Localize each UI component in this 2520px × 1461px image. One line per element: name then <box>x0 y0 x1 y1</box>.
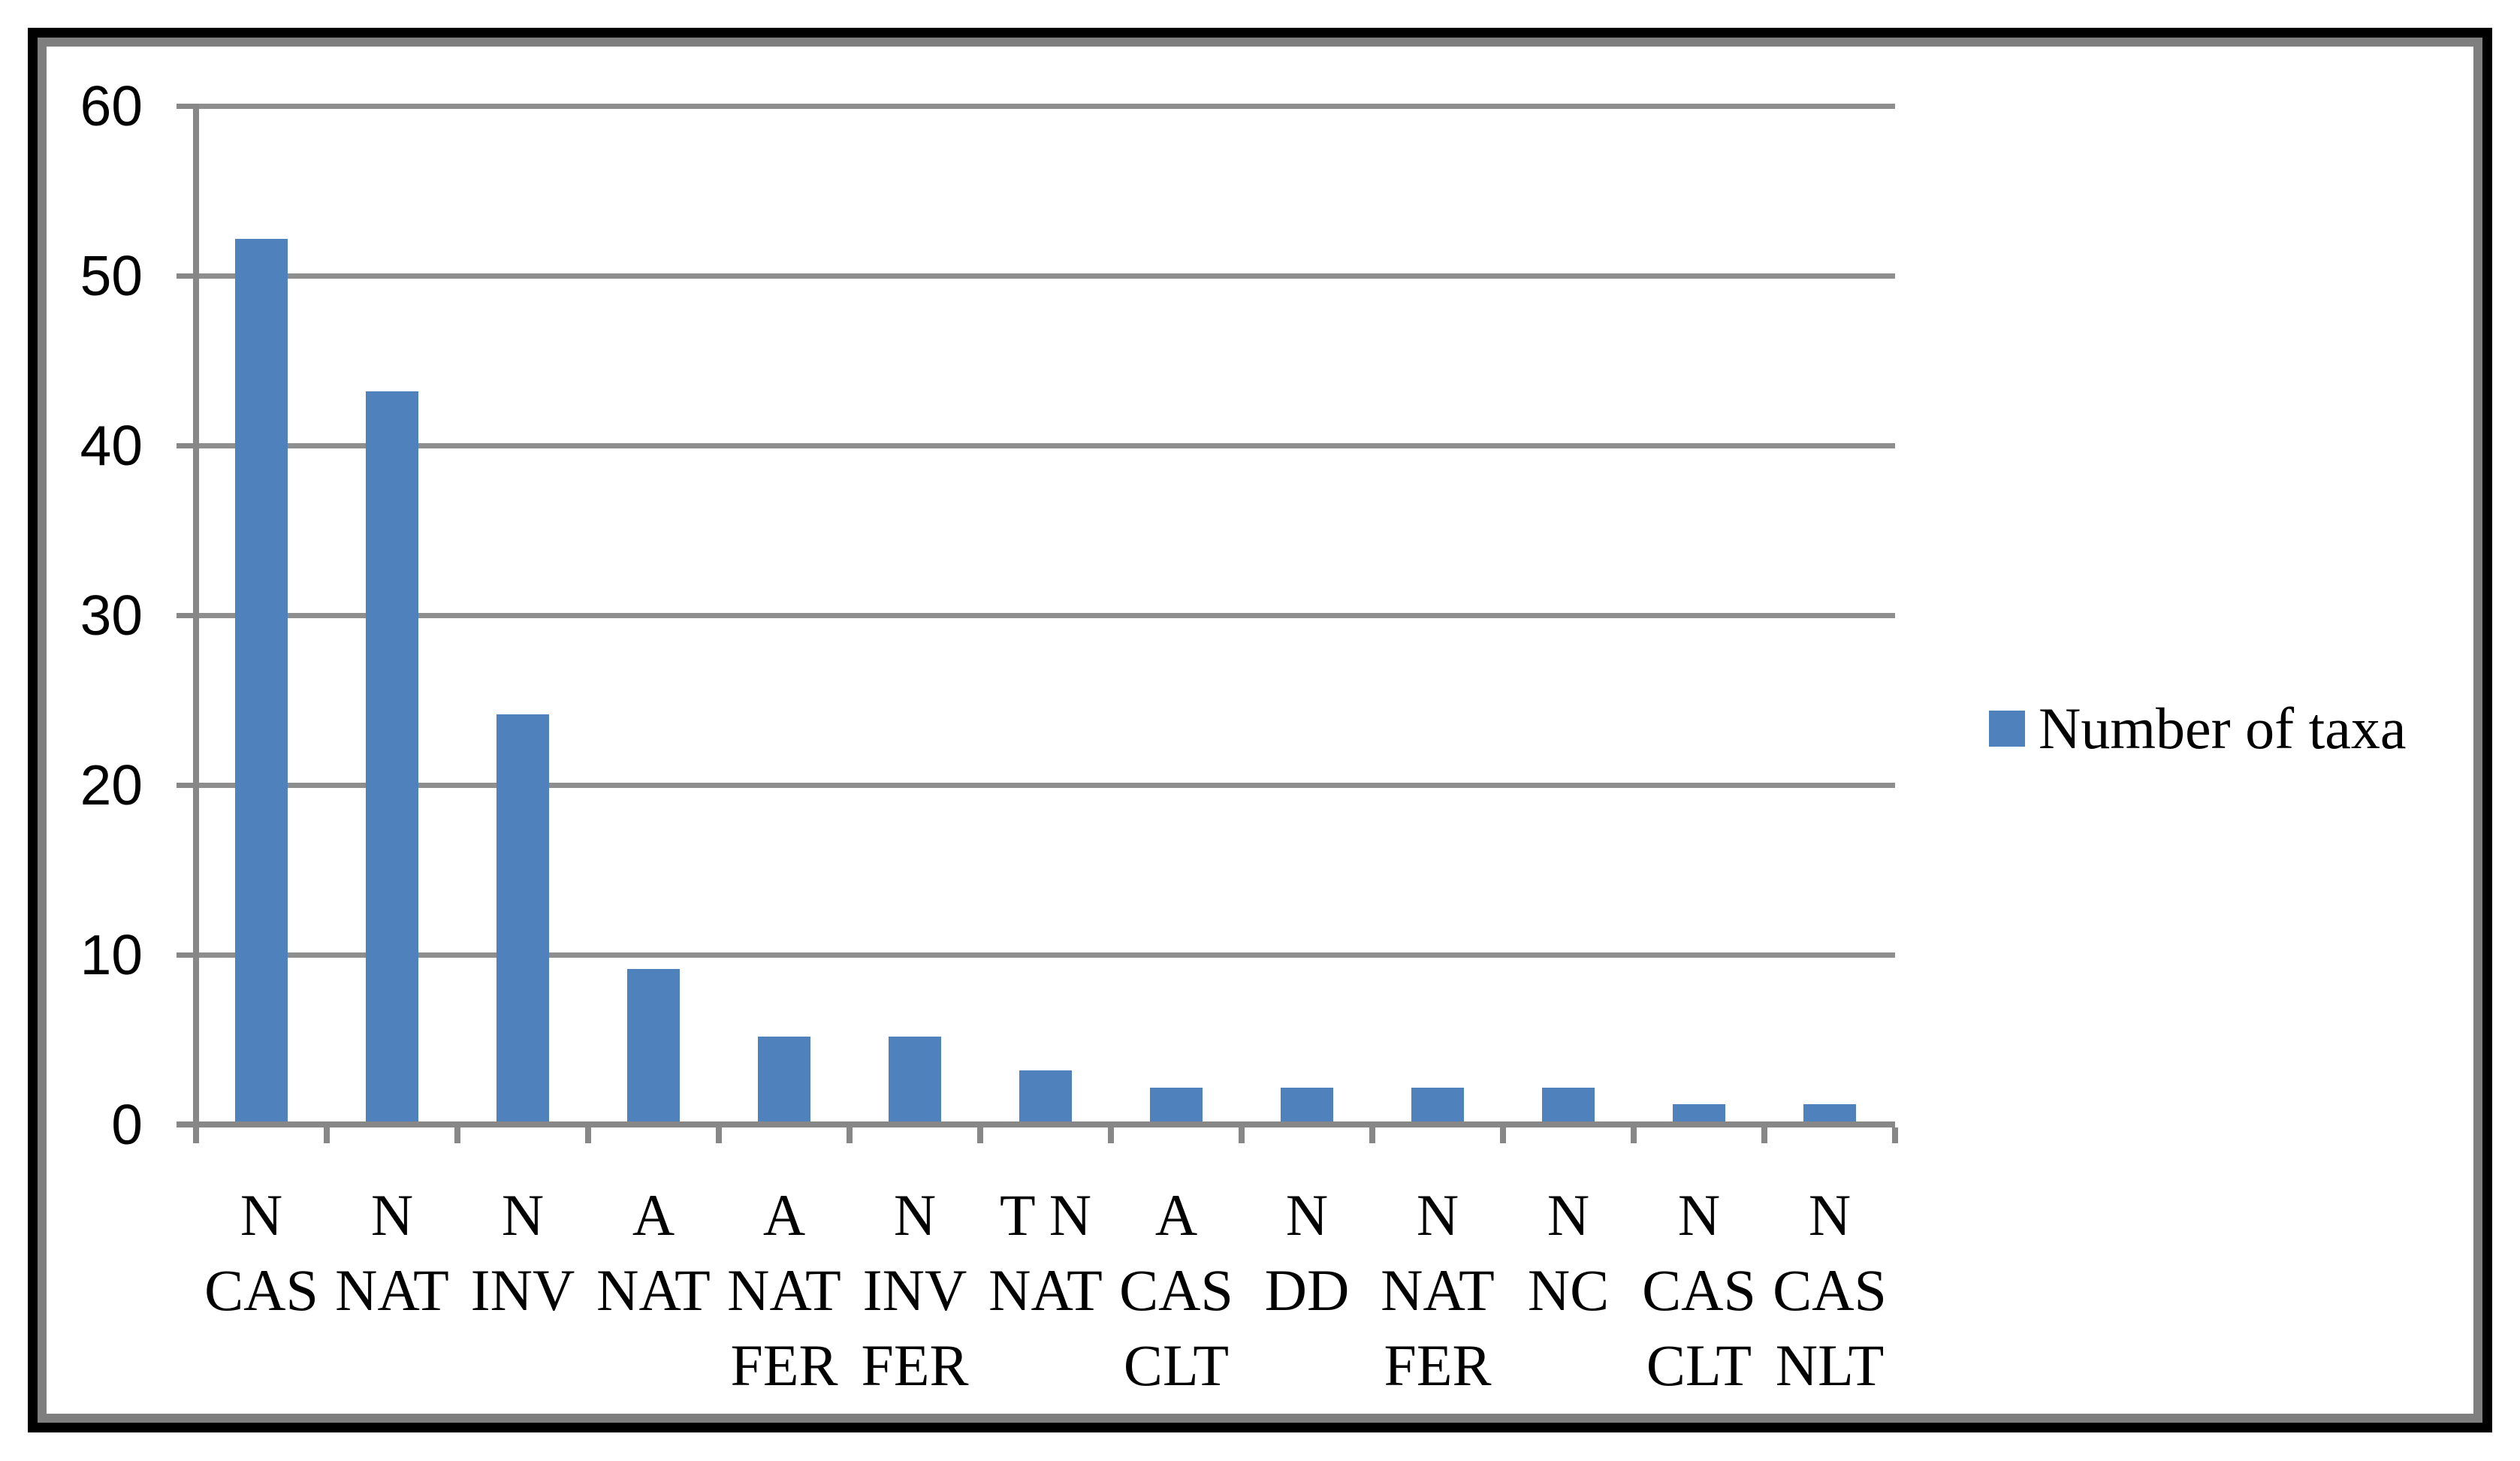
x-axis-label-line: CLT <box>1646 1333 1752 1398</box>
x-axis-label-line: NAT <box>596 1257 711 1323</box>
x-axis-label-n-cas-nlt: N CAS NLT <box>1764 1178 1895 1403</box>
x-axis-label-n-nat-fer: N NAT FER <box>1372 1178 1503 1403</box>
gridline-y-40 <box>196 443 1895 448</box>
y-axis-line <box>193 104 199 1143</box>
x-axis-label-line: NC <box>1527 1257 1610 1323</box>
x-axis-label-line: NLT <box>1775 1333 1885 1398</box>
x-axis-line <box>177 1121 1895 1127</box>
chart-frame-inner <box>38 38 2482 1423</box>
bar-n-cas <box>235 239 288 1121</box>
x-axis-label-t-n-nat: T N NAT <box>980 1178 1111 1328</box>
gridline-y-10 <box>196 952 1895 958</box>
y-axis-label: 0 <box>111 1093 143 1156</box>
x-tick <box>847 1127 853 1143</box>
x-tick <box>1239 1127 1245 1143</box>
bar-a-nat <box>627 969 680 1121</box>
x-tick <box>1892 1127 1898 1143</box>
bar-a-nat-fer <box>758 1037 810 1121</box>
bar-n-cas-nlt <box>1803 1104 1856 1121</box>
x-axis-label-line: CAS <box>1773 1257 1887 1323</box>
bar-n-nc <box>1542 1088 1595 1121</box>
x-axis-label-line: NAT <box>988 1257 1103 1323</box>
x-axis-label-line: NAT <box>727 1257 841 1323</box>
x-axis-label-line: FER <box>861 1333 969 1398</box>
bar-n-dd <box>1281 1088 1333 1121</box>
x-axis-label-line: NAT <box>1381 1257 1495 1323</box>
x-axis-label-line: N <box>501 1182 545 1248</box>
gridline-y-20 <box>196 783 1895 788</box>
x-axis-label-line: CAS <box>1642 1257 1756 1323</box>
y-tick <box>177 613 196 618</box>
x-axis-label-line: T N <box>999 1182 1092 1248</box>
x-tick <box>716 1127 722 1143</box>
x-axis-label-line: FER <box>730 1333 838 1398</box>
x-axis-label-a-cas-clt: A CAS CLT <box>1111 1178 1242 1403</box>
y-axis-label: 60 <box>80 74 143 137</box>
y-tick <box>177 783 196 788</box>
x-axis-label-line: N <box>1285 1182 1329 1248</box>
y-axis-label: 30 <box>80 584 143 647</box>
x-tick <box>585 1127 591 1143</box>
y-axis-label: 40 <box>80 414 143 477</box>
bar-t-n-nat <box>1019 1070 1072 1121</box>
bar-n-inv <box>496 714 549 1121</box>
x-axis-label-line: INV <box>470 1257 575 1323</box>
y-tick <box>177 443 196 448</box>
bar-a-cas-clt <box>1150 1088 1203 1121</box>
y-tick <box>177 104 196 109</box>
gridline-y-60 <box>196 104 1895 109</box>
x-tick <box>977 1127 983 1143</box>
gridline-y-30 <box>196 613 1895 618</box>
y-axis-label: 50 <box>80 244 143 307</box>
bar-n-nat-fer <box>1411 1088 1464 1121</box>
x-tick <box>193 1127 199 1143</box>
x-axis-label-line: CAS <box>1119 1257 1233 1323</box>
x-axis-label-line: DD <box>1264 1257 1350 1323</box>
x-axis-label-a-nat-fer: A NAT FER <box>719 1178 850 1403</box>
x-tick <box>454 1127 460 1143</box>
x-axis-label-line: A <box>1154 1182 1198 1248</box>
x-axis-label-n-inv-fer: N INV FER <box>850 1178 980 1403</box>
x-axis-label-line: N <box>370 1182 414 1248</box>
y-tick <box>177 952 196 958</box>
x-tick <box>324 1127 330 1143</box>
x-axis-label-line: N <box>1416 1182 1459 1248</box>
x-tick <box>1369 1127 1375 1143</box>
legend-label: Number of taxa <box>2039 696 2407 761</box>
bar-n-inv-fer <box>889 1037 941 1121</box>
x-axis-label-line: N <box>240 1182 283 1248</box>
x-axis-label-line: A <box>762 1182 806 1248</box>
x-axis-label-line: CAS <box>204 1257 318 1323</box>
gridline-y-50 <box>196 273 1895 279</box>
y-tick <box>177 273 196 279</box>
x-axis-label-line: FER <box>1384 1333 1492 1398</box>
y-axis-label: 10 <box>80 923 143 986</box>
x-axis-label-n-nat: N NAT <box>327 1178 457 1328</box>
x-axis-label-line: N <box>1677 1182 1721 1248</box>
x-axis-label-a-nat: A NAT <box>588 1178 719 1328</box>
legend: Number of taxa <box>1989 699 2406 759</box>
x-tick <box>1108 1127 1114 1143</box>
x-axis-label-line: A <box>632 1182 675 1248</box>
x-axis-label-n-cas: N CAS <box>196 1178 327 1328</box>
x-axis-label-line: N <box>893 1182 937 1248</box>
x-axis-label-n-dd: N DD <box>1242 1178 1372 1328</box>
bar-n-cas-clt <box>1673 1104 1725 1121</box>
x-axis-label-n-nc: N NC <box>1503 1178 1634 1328</box>
x-tick <box>1500 1127 1506 1143</box>
x-axis-label-line: INV <box>862 1257 967 1323</box>
x-axis-label-line: NAT <box>335 1257 449 1323</box>
y-axis-label: 20 <box>80 753 143 817</box>
bar-n-nat <box>366 391 418 1121</box>
legend-swatch <box>1989 711 2025 747</box>
x-axis-label-n-inv: N INV <box>457 1178 588 1328</box>
x-axis-label-line: CLT <box>1123 1333 1230 1398</box>
x-tick <box>1761 1127 1767 1143</box>
x-axis-label-n-cas-clt: N CAS CLT <box>1634 1178 1764 1403</box>
x-tick <box>1631 1127 1637 1143</box>
x-axis-label-line: N <box>1808 1182 1852 1248</box>
chart-frame <box>28 28 2492 1432</box>
x-axis-label-line: N <box>1547 1182 1590 1248</box>
